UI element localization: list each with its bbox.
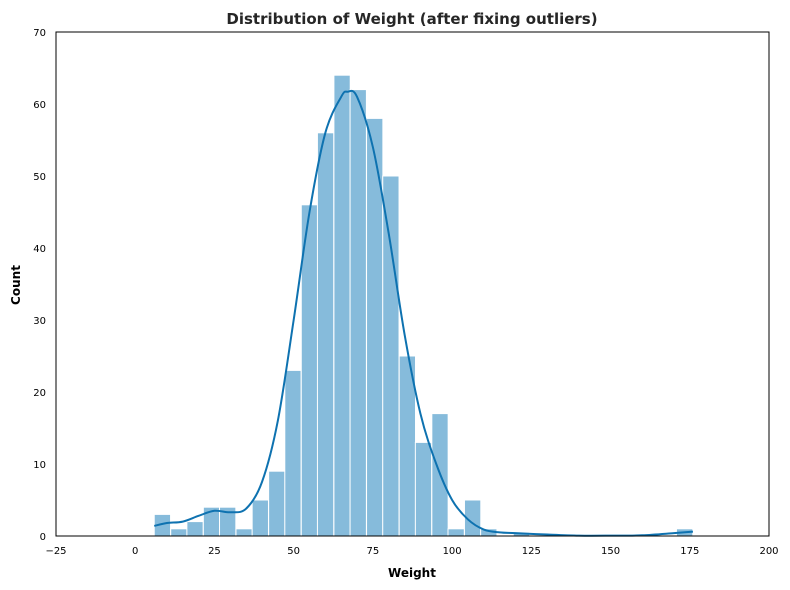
x-tick-label-9: 200 [759,546,778,557]
histogram-bar-11 [333,74,351,537]
histogram-bars [153,74,694,537]
x-tick-label-0: −25 [45,546,66,557]
x-tick-label-4: 75 [367,546,380,557]
y-tick-label-4: 40 [33,244,46,255]
y-tick-label-3: 30 [33,316,46,327]
x-tick-label-5: 100 [443,546,462,557]
y-tick-label-0: 0 [40,532,46,543]
histogram-bar-12 [349,89,367,537]
x-tick-label-2: 25 [208,546,221,557]
x-axis-label: Weight [388,566,436,580]
x-tick-label-3: 50 [287,546,300,557]
histogram-bar-14 [382,175,400,537]
chart-title: Distribution of Weight (after fixing out… [226,10,597,28]
histogram-bar-5 [235,528,253,537]
y-tick-label-6: 60 [33,100,46,111]
y-tick-label-7: 70 [33,28,46,39]
histogram-bar-8 [284,369,302,537]
histogram-bar-1 [170,528,188,537]
y-tick-label-5: 50 [33,172,46,183]
y-axis-ticks: 0 10 20 30 40 50 60 70 [33,28,46,543]
histogram-bar-7 [268,470,286,537]
plot-frame [55,31,770,537]
histogram-bar-2 [186,521,204,537]
x-tick-label-1: 0 [132,546,138,557]
histogram-bar-10 [316,132,335,537]
histogram-bar-16 [414,441,433,537]
kde-curve [154,89,694,537]
x-tick-label-7: 150 [601,546,620,557]
y-tick-label-2: 20 [33,388,46,399]
x-axis-ticks: −25 0 25 50 75 100 125 150 175 200 [45,546,778,557]
x-tick-label-8: 175 [680,546,699,557]
x-tick-label-6: 125 [522,546,541,557]
histogram-bar-18 [447,528,465,537]
y-tick-label-1: 10 [33,460,46,471]
y-axis-label: Count [9,265,23,305]
histogram-bar-6 [251,499,269,537]
